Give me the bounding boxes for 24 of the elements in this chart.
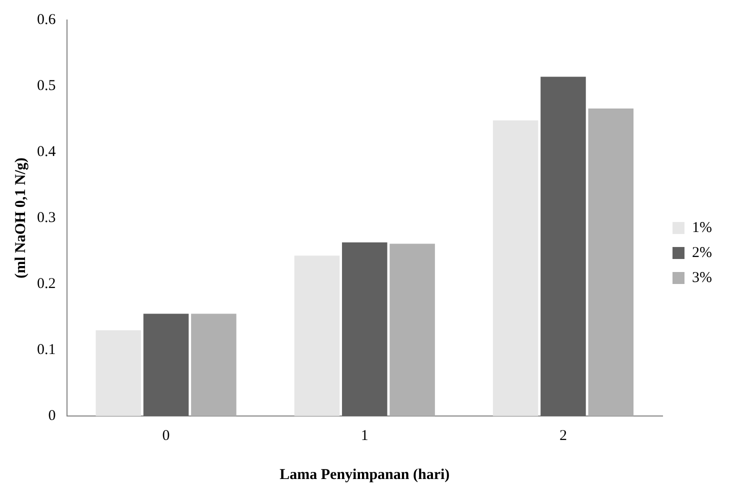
x-tick-label: 1 (360, 428, 368, 444)
legend-label: 2% (692, 244, 712, 261)
bar (96, 330, 142, 416)
bar (143, 314, 189, 416)
y-tick-label: 0.5 (37, 78, 56, 94)
y-tick-label: 0.6 (37, 12, 56, 28)
y-tick-label: 0.1 (37, 342, 56, 358)
y-tick-label: 0.3 (37, 210, 56, 226)
bar (492, 120, 538, 416)
legend-label: 1% (692, 220, 712, 236)
y-tick-label: 0.4 (37, 144, 56, 160)
y-axis-title: (ml NaOH 0,1 N/g) (12, 158, 29, 278)
x-tick-label: 0 (162, 428, 170, 444)
legend-label: 3% (692, 270, 712, 286)
x-axis-title: Lama Penyimpanan (hari) (280, 466, 450, 483)
bar (342, 242, 388, 416)
bar (540, 76, 586, 416)
bar (191, 314, 236, 416)
y-tick-label: 0 (48, 408, 56, 424)
bar (390, 244, 435, 416)
x-tick-label: 2 (559, 428, 567, 444)
y-tick-label: 0.2 (37, 276, 56, 292)
bar (294, 256, 340, 416)
bar (588, 108, 634, 416)
